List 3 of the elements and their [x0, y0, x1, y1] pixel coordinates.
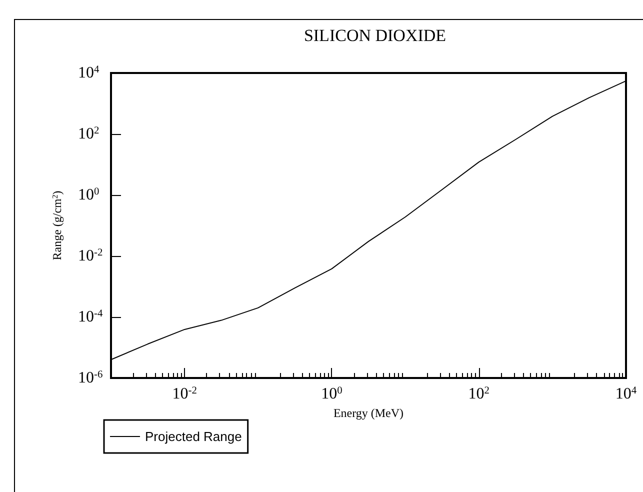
chart-title: SILICON DIOXIDE — [304, 26, 446, 45]
x-axis-title: Energy (MeV) — [333, 406, 404, 420]
legend-label: Projected Range — [145, 429, 242, 444]
